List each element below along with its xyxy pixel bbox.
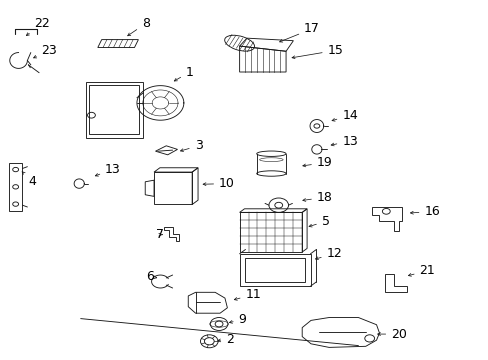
Text: 21: 21: [407, 264, 434, 277]
Bar: [9, 163, 22, 211]
Text: 6: 6: [145, 270, 156, 283]
Text: 5: 5: [308, 215, 329, 228]
Bar: [239, 212, 302, 252]
Text: 13: 13: [330, 135, 357, 148]
Text: 10: 10: [203, 177, 234, 190]
Text: 14: 14: [331, 109, 357, 122]
Text: 19: 19: [302, 156, 332, 169]
Text: 2: 2: [217, 333, 233, 346]
Text: 17: 17: [279, 22, 319, 42]
Text: 18: 18: [302, 191, 332, 204]
Text: 11: 11: [234, 288, 261, 301]
Text: 22: 22: [26, 17, 50, 36]
Text: 20: 20: [377, 328, 406, 341]
Bar: [89, 85, 139, 134]
Text: 13: 13: [95, 163, 121, 176]
Text: 9: 9: [229, 313, 246, 326]
Text: 12: 12: [315, 247, 342, 260]
Text: 4: 4: [22, 172, 36, 188]
Text: 16: 16: [409, 205, 439, 218]
Bar: [245, 258, 304, 282]
Text: 23: 23: [34, 44, 57, 58]
Bar: [85, 82, 143, 138]
Text: 7: 7: [155, 228, 163, 241]
Bar: [154, 172, 192, 204]
Text: 3: 3: [180, 139, 202, 152]
Text: 8: 8: [127, 17, 149, 36]
Bar: [239, 254, 310, 286]
Text: 15: 15: [291, 44, 343, 59]
Text: 1: 1: [174, 66, 193, 81]
